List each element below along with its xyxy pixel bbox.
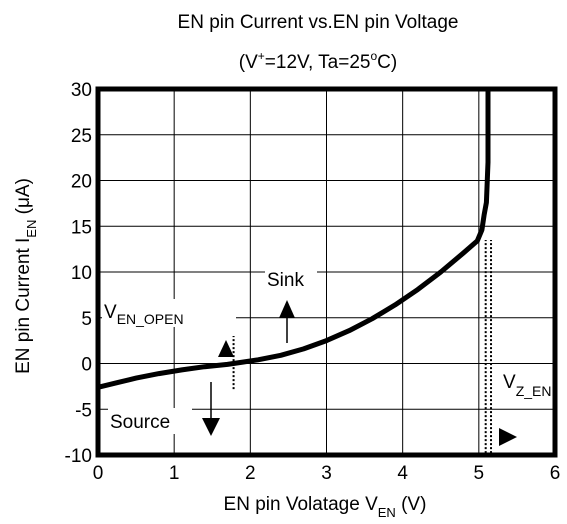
v-z-en-main: V xyxy=(503,372,516,393)
grid xyxy=(98,89,555,455)
v-en-open-label: VEN_OPEN xyxy=(104,302,184,327)
series-line xyxy=(97,89,491,390)
v-z-en-sub: Z_EN xyxy=(516,383,552,399)
y-tick-label: 20 xyxy=(71,172,92,193)
series-group xyxy=(97,89,491,390)
chart-title: EN pin Current vs.EN pin Voltage xyxy=(178,12,459,33)
sink-label: Sink xyxy=(267,270,304,291)
subtitle-part-1: (V xyxy=(239,52,258,73)
y-tick-label: 10 xyxy=(71,263,92,284)
source-label: Source xyxy=(110,412,170,433)
sink-arrow-head xyxy=(279,300,295,318)
y-axis-label-main: EN pin Current I xyxy=(13,238,34,374)
x-tick-labels: 0 1 2 3 4 5 6 xyxy=(93,463,561,484)
x-axis-label-main: EN pin Volatage V xyxy=(224,494,379,515)
v-en-open-arrow-head xyxy=(218,340,234,357)
source-arrow-head xyxy=(202,418,220,436)
plot-frame xyxy=(95,86,558,458)
y-axis-label: EN pin Current IEN (μA) xyxy=(13,178,39,374)
x-axis-label-sub: EN xyxy=(378,505,396,520)
v-z-en-label: VZ_EN xyxy=(503,372,551,399)
x-tick-label: 0 xyxy=(93,463,104,484)
source-label-bg xyxy=(108,408,192,434)
y-tick-label: -10 xyxy=(65,446,92,467)
annotation-v-z-en: VZ_EN xyxy=(499,372,551,446)
subtitle-sup-degree: o xyxy=(370,49,377,63)
x-tick-label: 4 xyxy=(397,463,408,484)
annotation-v-en-open: VEN_OPEN xyxy=(102,299,236,357)
y-tick-label: 30 xyxy=(71,80,92,101)
x-axis-label-unit: (V) xyxy=(396,494,427,515)
subtitle-part-2: =12V, Ta=25 xyxy=(265,52,371,73)
x-tick-label: 5 xyxy=(474,463,485,484)
y-tick-label: 0 xyxy=(81,355,92,376)
annotation-sink: Sink xyxy=(265,266,317,343)
x-tick-label: 2 xyxy=(245,463,256,484)
x-tick-label: 1 xyxy=(169,463,180,484)
y-tick-labels: 30 25 20 15 10 5 0 -5 -10 xyxy=(65,80,92,467)
y-tick-label: 25 xyxy=(71,126,92,147)
annotation-source: Source xyxy=(108,382,220,436)
subtitle-part-3: C) xyxy=(377,52,397,73)
voltage-markers xyxy=(232,239,493,454)
subtitle-sup-plus: + xyxy=(258,49,265,63)
y-tick-label: 5 xyxy=(81,309,92,330)
y-axis-label-unit: (μA) xyxy=(13,178,34,220)
x-axis-label: EN pin Volatage VEN (V) xyxy=(224,494,427,520)
v-en-open-label-bg xyxy=(102,299,236,327)
y-axis-label-sub: EN xyxy=(24,220,39,238)
y-tick-label: -5 xyxy=(75,400,92,421)
sink-label-bg xyxy=(265,266,317,290)
x-tick-label: 3 xyxy=(321,463,332,484)
v-en-open-sub: EN_OPEN xyxy=(117,311,184,327)
y-tick-label: 15 xyxy=(71,217,92,238)
v-z-en-arrow-head xyxy=(499,428,517,446)
chart-subtitle: (V+=12V, Ta=25oC) xyxy=(239,49,397,73)
v-en-open-main: V xyxy=(104,302,117,323)
x-tick-label: 6 xyxy=(550,463,561,484)
